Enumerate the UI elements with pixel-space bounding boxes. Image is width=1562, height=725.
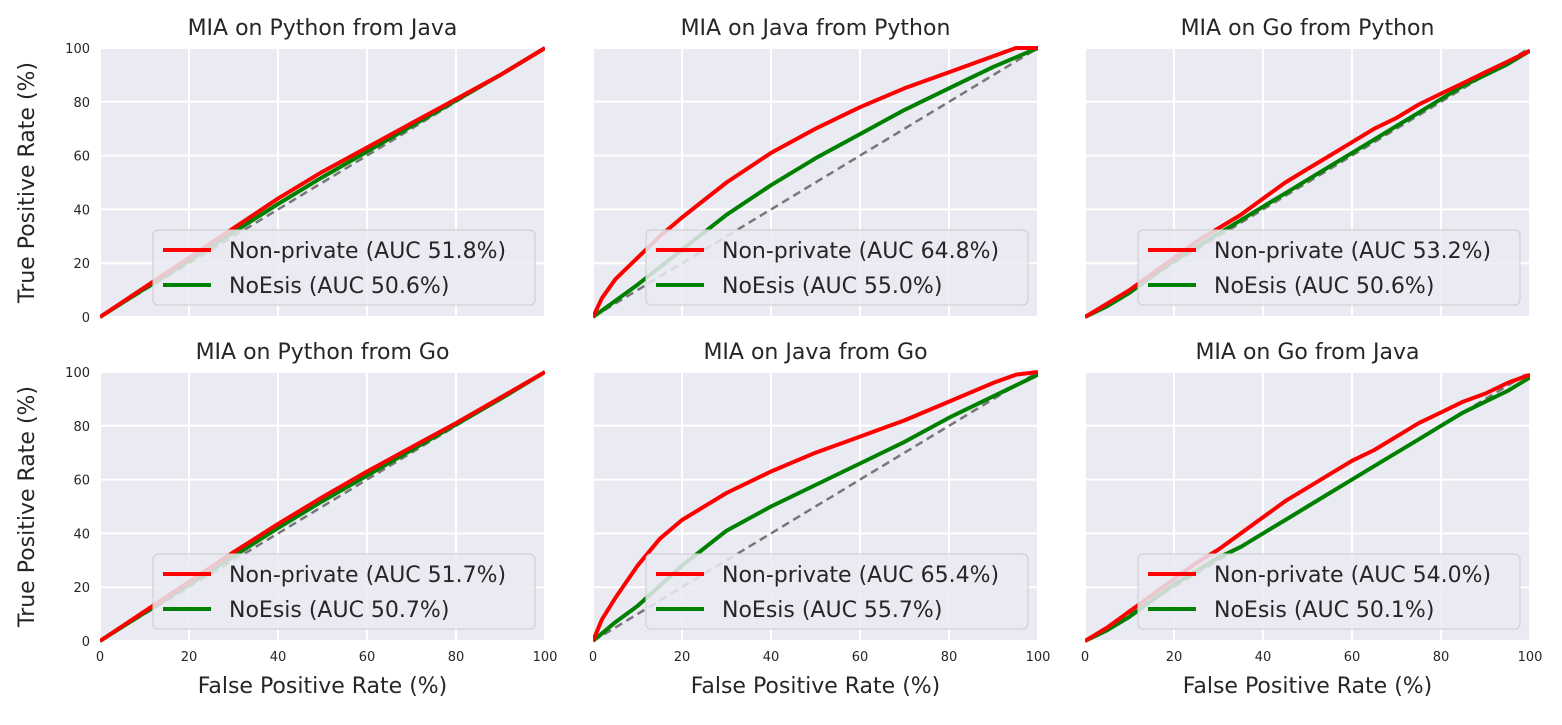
x-tick-label: 60 — [1344, 650, 1361, 665]
y-tick-label: 0 — [82, 635, 90, 650]
x-tick-label: 0 — [96, 650, 104, 665]
x-tick-label: 80 — [448, 650, 465, 665]
legend-label: NoEsis (AUC 50.1%) — [1214, 598, 1434, 623]
y-tick-label: 20 — [73, 581, 90, 596]
legend-box — [645, 553, 1029, 630]
legend-label: NoEsis (AUC 50.7%) — [229, 598, 449, 623]
x-tick-label: 0 — [1081, 650, 1089, 665]
y-tick-label: 40 — [73, 527, 90, 542]
subplot-title: MIA on Go from Python — [1181, 16, 1435, 41]
x-tick-label: 40 — [1255, 650, 1272, 665]
subplot-title: MIA on Go from Java — [1195, 340, 1419, 365]
y-tick-label: 80 — [73, 96, 90, 111]
subplot-title: MIA on Python from Java — [188, 16, 458, 41]
legend-label: NoEsis (AUC 50.6%) — [1214, 274, 1434, 299]
x-tick-label: 20 — [674, 650, 691, 665]
x-tick-label: 80 — [1433, 650, 1450, 665]
legend: Non-private (AUC 51.8%) NoEsis (AUC 50.6%… — [152, 229, 536, 306]
legend-label: Non-private (AUC 51.7%) — [229, 563, 506, 588]
series-line-noesis — [593, 46, 1038, 319]
legend: Non-private (AUC 65.4%) NoEsis (AUC 55.7%… — [645, 553, 1029, 630]
legend-box — [1137, 553, 1521, 630]
x-axis-label: False Positive Rate (%) — [198, 674, 448, 699]
y-tick-label: 20 — [73, 257, 90, 272]
x-axis-label: False Positive Rate (%) — [1183, 674, 1433, 699]
baseline-diagonal — [593, 46, 1038, 319]
y-tick-label: 100 — [65, 366, 90, 381]
subplot-title: MIA on Java from Python — [681, 16, 951, 41]
x-tick-label: 60 — [359, 650, 376, 665]
legend: Non-private (AUC 53.2%) NoEsis (AUC 50.6%… — [1137, 229, 1521, 306]
x-tick-label: 80 — [941, 650, 958, 665]
legend: Non-private (AUC 51.7%) NoEsis (AUC 50.7%… — [152, 553, 536, 630]
series-line-non-private — [593, 46, 1038, 318]
legend-label: Non-private (AUC 54.0%) — [1214, 563, 1491, 588]
x-tick-label: 40 — [270, 650, 287, 665]
subplot-1: MIA on Python from Java 0 20 40 60 80 100 True … — [15, 16, 546, 326]
legend-label: NoEsis (AUC 50.6%) — [229, 274, 449, 299]
y-tick-label: 100 — [65, 42, 90, 57]
legend-label: Non-private (AUC 51.8%) — [229, 239, 506, 264]
y-tick-label: 60 — [73, 474, 90, 489]
y-tick-label: 80 — [73, 420, 90, 435]
subplot-2: MIA on Java from Python Non-private (AUC … — [592, 16, 1039, 319]
x-tick-label: 100 — [1518, 650, 1543, 665]
legend-box — [152, 553, 536, 630]
y-axis-label: True Positive Rate (%) — [15, 386, 40, 628]
legend: Non-private (AUC 64.8%) NoEsis (AUC 55.0%… — [645, 229, 1029, 306]
x-tick-label: 40 — [763, 650, 780, 665]
subplot-4: MIA on Python from Go 0 20 40 60 80 100 True Po… — [15, 340, 557, 699]
subplot-5: MIA on Java from Go 0 20 40 60 80 100 False Pos… — [589, 340, 1051, 699]
legend-box — [1137, 229, 1521, 306]
y-tick-label: 40 — [73, 203, 90, 218]
x-tick-label: 20 — [1166, 650, 1183, 665]
legend-label: NoEsis (AUC 55.0%) — [722, 274, 942, 299]
legend-box — [152, 229, 536, 306]
subplot-6: MIA on Go from Java 0 20 40 60 80 100 False Pos… — [1081, 340, 1543, 699]
baseline-diagonal — [593, 370, 1038, 643]
y-tick-label: 60 — [73, 150, 90, 165]
x-tick-label: 0 — [589, 650, 597, 665]
legend-label: NoEsis (AUC 55.7%) — [722, 598, 942, 623]
x-tick-label: 20 — [181, 650, 198, 665]
subplot-title: MIA on Java from Go — [703, 340, 927, 365]
y-tick-label: 0 — [82, 311, 90, 326]
series-line-non-private — [593, 370, 1038, 642]
legend-label: Non-private (AUC 53.2%) — [1214, 239, 1491, 264]
y-axis-label: True Positive Rate (%) — [15, 62, 40, 304]
subplot-title: MIA on Python from Go — [196, 340, 450, 365]
x-tick-label: 100 — [533, 650, 558, 665]
legend-box — [645, 229, 1029, 306]
x-tick-label: 60 — [852, 650, 869, 665]
x-axis-label: False Positive Rate (%) — [691, 674, 941, 699]
legend-label: Non-private (AUC 64.8%) — [722, 239, 999, 264]
baseline-diagonal — [1085, 46, 1530, 319]
subplot-3: MIA on Go from Python Non-private (AUC 53… — [1084, 16, 1531, 319]
legend-label: Non-private (AUC 65.4%) — [722, 563, 999, 588]
series-line-noesis — [593, 372, 1038, 643]
legend: Non-private (AUC 54.0%) NoEsis (AUC 50.1%… — [1137, 553, 1521, 630]
x-tick-label: 100 — [1026, 650, 1051, 665]
